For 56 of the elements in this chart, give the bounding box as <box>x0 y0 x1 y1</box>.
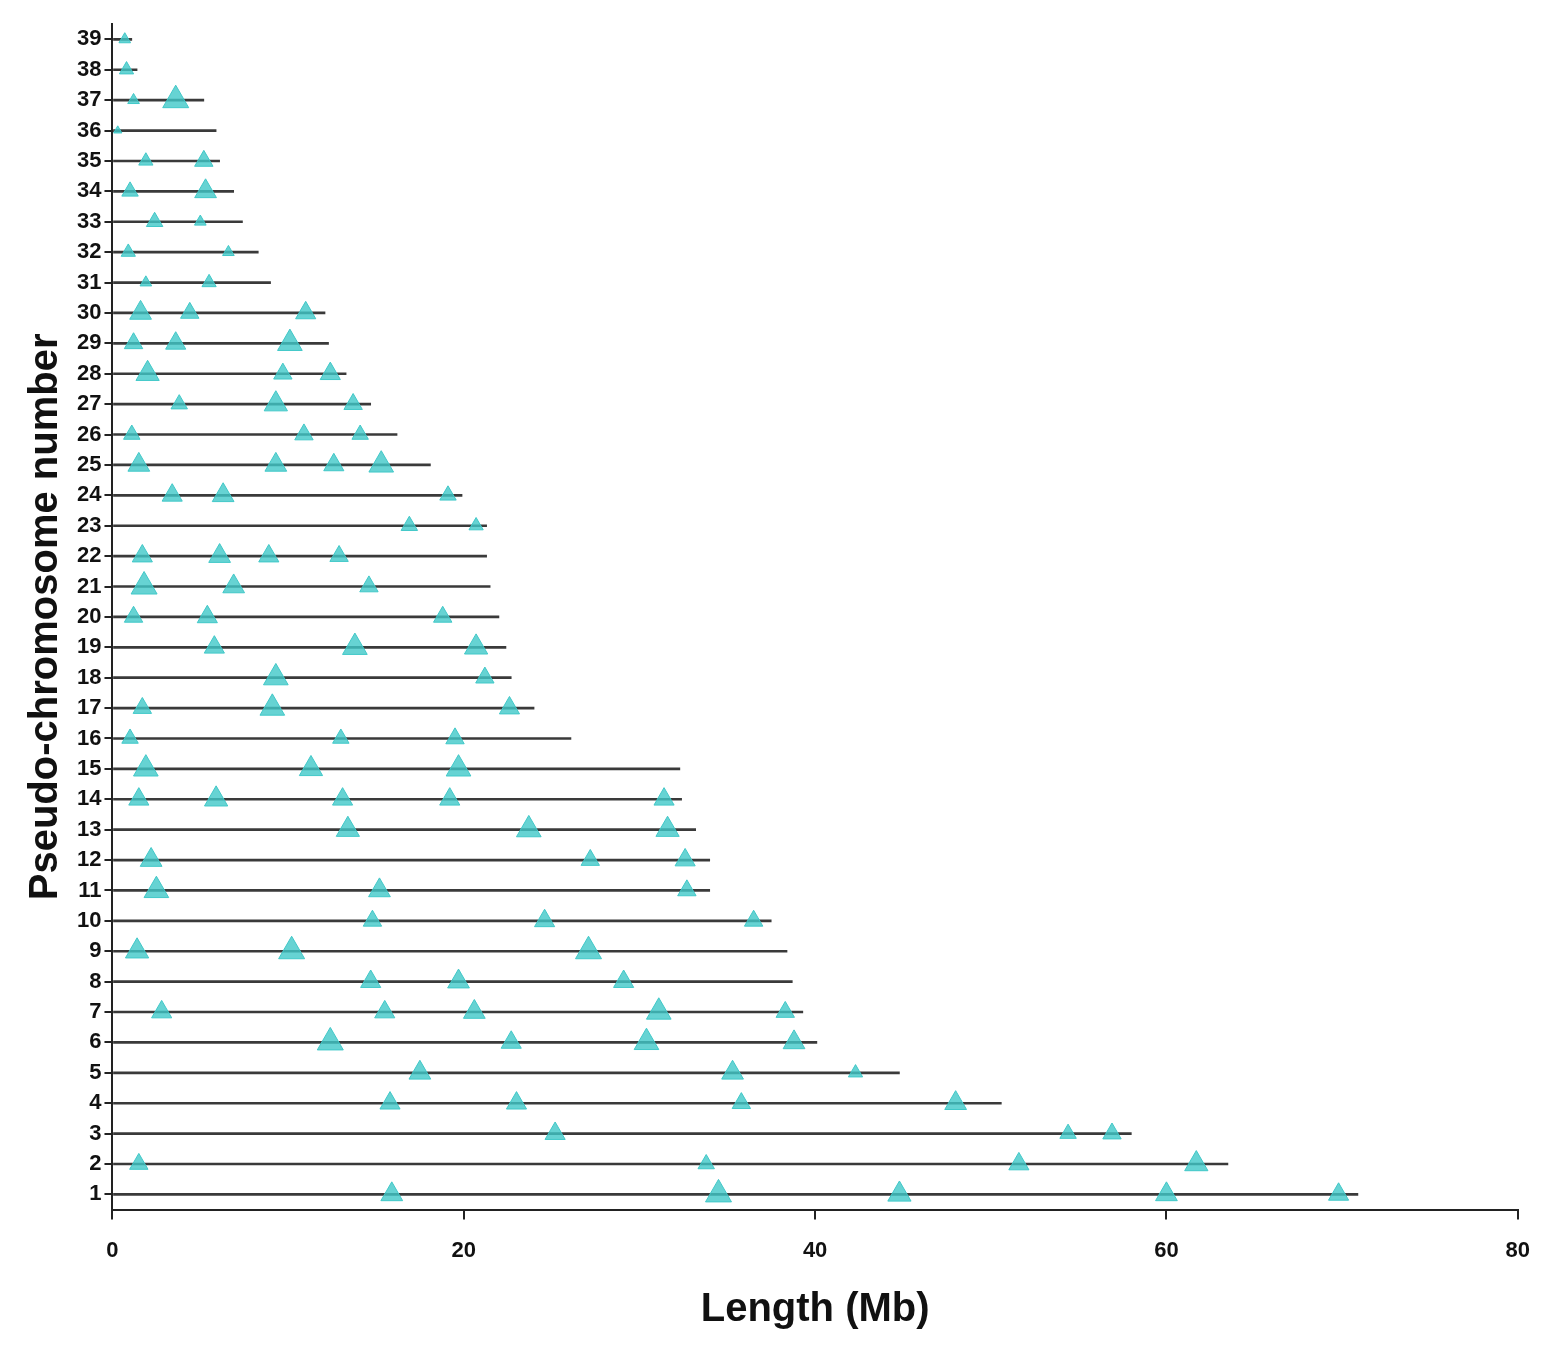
x-tick-label: 0 <box>106 1236 119 1262</box>
bar <box>113 980 793 983</box>
y-tick-label: 12 <box>76 846 102 872</box>
y-tick-label: 14 <box>76 785 103 811</box>
y-tick-label: 5 <box>89 1058 102 1084</box>
y-tick-label: 7 <box>89 998 102 1024</box>
bar <box>113 737 572 740</box>
y-tick-label: 38 <box>76 55 102 81</box>
y-tick-label: 18 <box>76 663 102 689</box>
y-tick-label: 3 <box>89 1119 102 1145</box>
y-tick-label: 20 <box>76 602 102 628</box>
y-tick-label: 31 <box>76 268 102 294</box>
y-tick-label: 39 <box>76 25 102 51</box>
y-tick-label: 25 <box>76 450 102 476</box>
y-tick-label: 19 <box>76 633 102 659</box>
y-tick-label: 16 <box>76 724 102 750</box>
y-tick-label: 9 <box>89 937 102 963</box>
y-tick-label: 15 <box>76 754 102 780</box>
y-tick-label: 29 <box>76 329 102 355</box>
y-tick-label: 8 <box>89 967 102 993</box>
y-tick-label: 33 <box>76 207 102 233</box>
y-tick-label: 4 <box>89 1089 103 1115</box>
y-tick-label: 28 <box>76 359 102 385</box>
y-tick-label: 22 <box>76 542 102 568</box>
y-axis-title: Pseudo-chromosome number <box>21 333 66 901</box>
bar <box>113 1193 1359 1196</box>
bar <box>113 1101 1002 1105</box>
y-tick-label: 35 <box>76 147 102 173</box>
y-tick-label: 13 <box>76 815 102 841</box>
y-tick-label: 10 <box>76 906 102 932</box>
y-tick-label: 37 <box>76 86 102 112</box>
y-tick-label: 17 <box>76 694 102 720</box>
bar <box>113 676 512 680</box>
x-tick-label: 20 <box>451 1236 477 1262</box>
x-tick-label: 40 <box>802 1236 828 1262</box>
y-tick-label: 2 <box>89 1150 102 1176</box>
bar <box>113 828 696 831</box>
x-axis-title: Length (Mb) <box>700 1285 930 1330</box>
y-tick-label: 26 <box>76 420 102 446</box>
y-tick-label: 6 <box>89 1028 102 1054</box>
x-tick-label: 60 <box>1154 1236 1179 1262</box>
y-tick-label: 23 <box>76 511 102 537</box>
y-tick-label: 21 <box>76 572 102 598</box>
bar <box>113 949 788 953</box>
bar <box>113 889 711 892</box>
y-tick-label: 32 <box>76 238 102 264</box>
y-tick-label: 24 <box>76 481 103 507</box>
y-tick-label: 34 <box>76 177 103 203</box>
x-tick-label: 80 <box>1505 1236 1531 1262</box>
bar <box>113 1041 818 1044</box>
y-tick-label: 27 <box>76 390 102 416</box>
y-tick-label: 30 <box>76 299 102 325</box>
y-tick-label: 11 <box>78 876 102 902</box>
bar <box>113 1132 1132 1135</box>
y-tick-label: 1 <box>89 1180 102 1206</box>
y-tick-label: 36 <box>76 116 102 142</box>
